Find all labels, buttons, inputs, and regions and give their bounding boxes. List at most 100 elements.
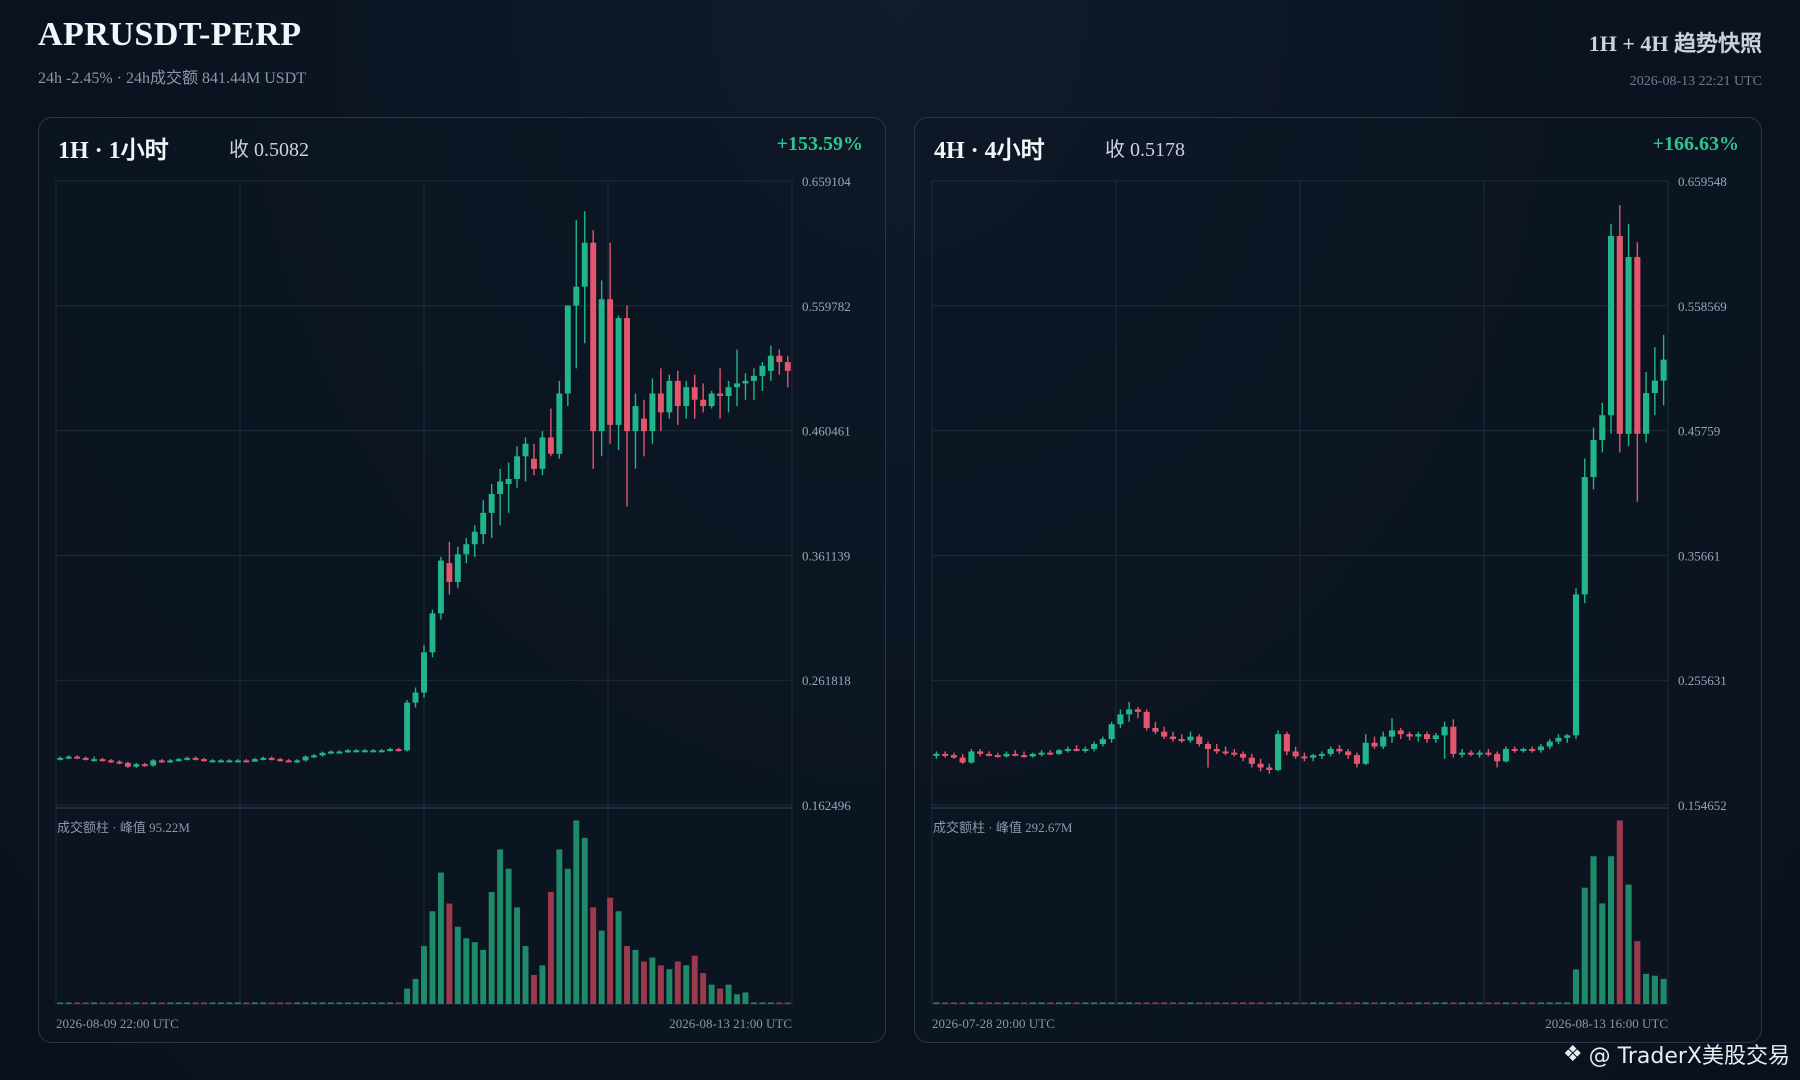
candle-body	[1161, 731, 1168, 737]
candle-body	[1362, 742, 1369, 764]
volume-bar	[268, 1002, 275, 1004]
volume-bar	[1275, 1002, 1282, 1004]
volume-bar	[141, 1002, 148, 1004]
candle-body	[767, 355, 774, 371]
volume-bar	[1441, 1002, 1448, 1004]
subtitle: 24h -2.45% · 24h成交额 841.44M USDT	[38, 70, 306, 87]
y-tick-label: 0.659548	[1678, 174, 1727, 189]
candle-body	[167, 760, 174, 763]
volume-bar	[353, 1002, 360, 1004]
binance-diamond-icon: ❖	[1562, 1041, 1583, 1067]
volume-bar	[378, 1002, 385, 1004]
volume-bar	[1423, 1002, 1431, 1004]
volume-bar	[1529, 1002, 1536, 1004]
header-right: 1H + 4H 趋势快照 2026-08-13 22:21 UTC	[1589, 26, 1762, 90]
volume-bar	[480, 949, 487, 1004]
candle-body	[1353, 755, 1361, 764]
volume-bar	[1643, 973, 1650, 1004]
x-end-label: 2026-08-13 16:00 UTC	[1545, 1016, 1668, 1031]
volume-bar	[776, 1002, 783, 1004]
symbol-title: APRUSDT-PERP	[38, 16, 302, 53]
x-end-label: 2026-08-13 21:00 UTC	[669, 1016, 792, 1031]
volume-bar	[370, 1002, 377, 1004]
volume-bar	[497, 849, 504, 1004]
candle-body	[234, 760, 241, 763]
volume-bar	[184, 1002, 191, 1004]
candle-body	[327, 751, 334, 754]
candle-body	[446, 563, 453, 582]
volume-bar	[404, 988, 411, 1004]
candle-body	[99, 759, 106, 762]
volume-bar	[1388, 1002, 1396, 1004]
candle-body	[1616, 236, 1623, 434]
candle-body	[175, 759, 182, 762]
volume-bar	[1581, 887, 1588, 1004]
candle-body	[750, 375, 757, 381]
candle-body	[251, 759, 258, 762]
candle-body	[1204, 744, 1212, 749]
candle-body	[1564, 735, 1571, 738]
volume-bar	[1564, 1002, 1571, 1004]
volume-bar	[1555, 1002, 1562, 1004]
volume-bar	[1187, 1002, 1194, 1004]
volume-bar	[421, 946, 427, 1004]
candle-body	[784, 362, 791, 371]
volume-bar	[311, 1002, 317, 1004]
volume-bar	[336, 1002, 343, 1004]
candle-body	[933, 753, 940, 756]
volume-bar	[607, 897, 614, 1004]
candle-body	[1108, 724, 1115, 740]
volume-bar	[1511, 1002, 1518, 1004]
volume-bar	[302, 1002, 309, 1004]
volume-bar	[1020, 1002, 1028, 1004]
volume-bar	[708, 984, 715, 1004]
candle-body	[590, 242, 597, 432]
candle-body	[1213, 748, 1220, 752]
volume-bar	[327, 1002, 334, 1004]
candle-body	[1520, 748, 1527, 751]
volume-bar	[1345, 1002, 1352, 1004]
candle-body	[133, 764, 140, 767]
candle-body	[1625, 257, 1632, 434]
candle-body	[463, 544, 470, 555]
candle-body	[759, 365, 766, 376]
candle-body	[91, 759, 98, 762]
volume-bar	[1599, 903, 1606, 1004]
candle-body	[1283, 734, 1290, 752]
candle-body	[1634, 257, 1641, 434]
candle-body	[294, 760, 301, 763]
panel-title: 1H · 1小时	[58, 138, 169, 164]
volume-bar	[632, 949, 639, 1004]
candle-body	[184, 757, 191, 760]
candle-body	[1020, 755, 1028, 758]
candle-body	[1231, 752, 1238, 755]
chart-panel-1h: 1H · 1小时 收 0.5082 +153.59% 0.659104 0.559…	[38, 117, 886, 1043]
volume-bar	[1590, 856, 1597, 1004]
volume-bar	[1397, 1002, 1404, 1004]
candle-body	[353, 750, 360, 753]
candle-body	[108, 760, 114, 763]
candle-body	[968, 751, 975, 763]
candle-body	[573, 286, 580, 306]
volume-bar	[1117, 1002, 1124, 1004]
volume-bar	[158, 1002, 165, 1004]
candle-body	[1643, 393, 1650, 434]
candle-body	[717, 393, 724, 396]
volume-bar	[57, 1002, 64, 1004]
volume-bar	[657, 965, 664, 1004]
volume-bar	[1380, 1002, 1387, 1004]
watermark-text: @ TraderX美股交易	[1588, 1044, 1790, 1069]
volume-bar	[1108, 1002, 1115, 1004]
candle-body	[1082, 748, 1089, 751]
panel-title: 4H · 4小时	[934, 138, 1045, 164]
chart-svg-4h: 0.659548 0.558569 0.45759 0.35661 0.255631 0.…	[931, 174, 1727, 1031]
y-tick-label: 0.45759	[1678, 424, 1720, 439]
candle-body	[344, 750, 351, 753]
volume-bar	[226, 1002, 233, 1004]
volume-bar	[985, 1002, 993, 1004]
candle-body	[1380, 736, 1387, 747]
volume-bar	[1572, 969, 1580, 1004]
candle-body	[708, 393, 715, 407]
volume-bar	[1161, 1002, 1168, 1004]
candle-body	[336, 751, 343, 754]
